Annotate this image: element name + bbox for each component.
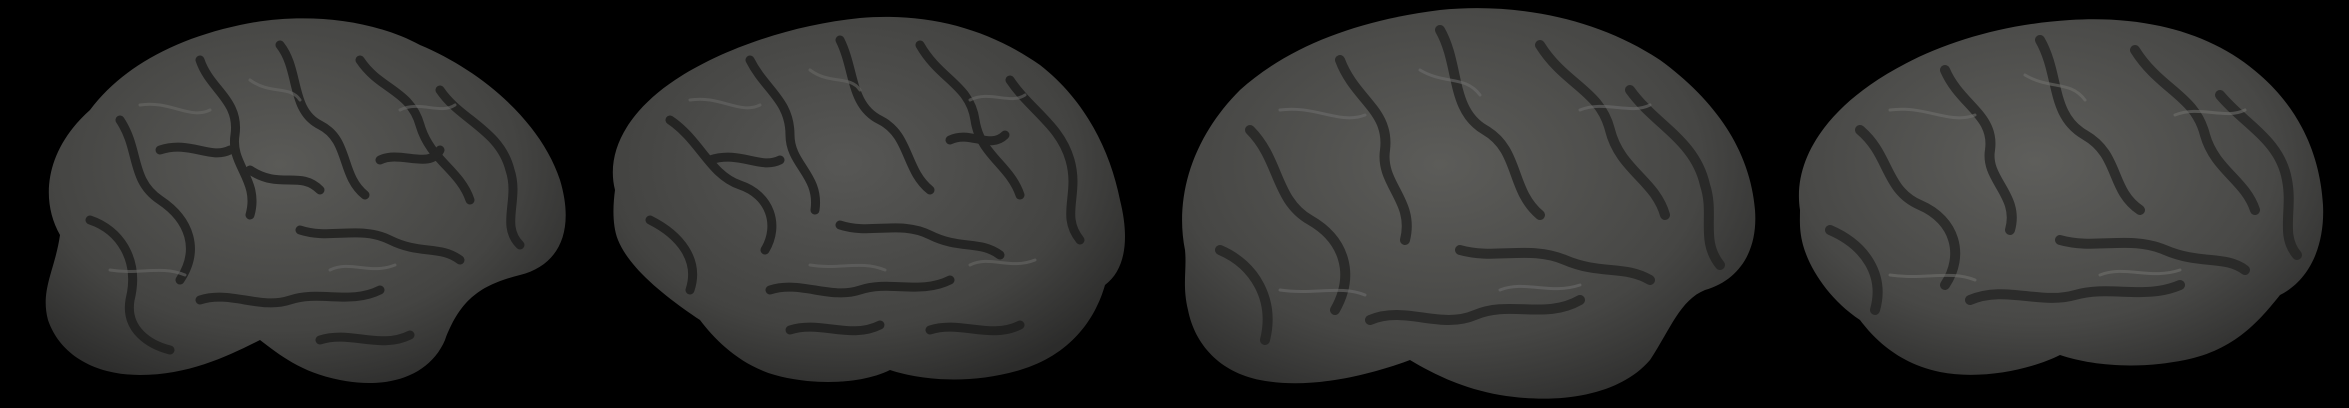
brain-render-panel-1 [0,0,585,408]
brain-render-panel-4 [1775,0,2349,408]
brain-render-panel-3 [1160,0,1760,408]
brain-render-panel-2 [590,0,1150,408]
brain-surface-render-1 [45,18,566,384]
brain-surface-render-3 [1182,8,1756,399]
brain-outline [45,18,566,384]
brain-surface-render-4 [1798,19,2324,375]
brain-surface-render-2 [612,16,1125,382]
